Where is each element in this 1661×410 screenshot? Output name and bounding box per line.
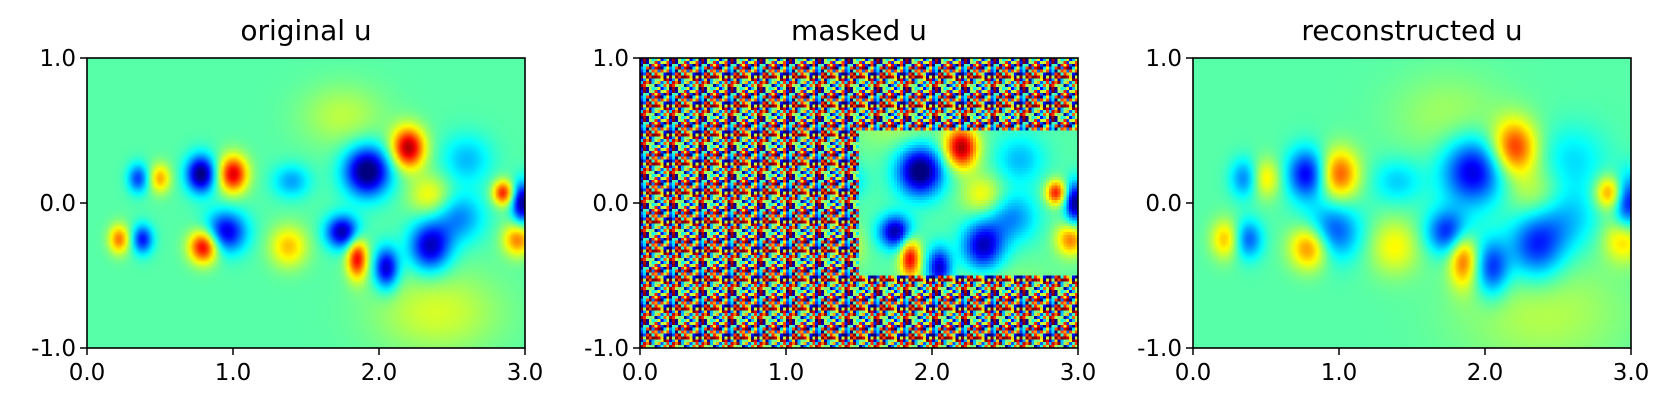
panel-original-u: original u0.0 1.0 2.0 3.01.00.0-1.0 xyxy=(31,14,543,386)
x-tick-label: 0.0 xyxy=(1175,360,1212,386)
chart-title: masked u xyxy=(791,14,927,47)
x-tick-label: 1.0 xyxy=(1321,360,1358,386)
y-tick-label: 1.0 xyxy=(39,46,76,72)
x-tick-label: 0.0 xyxy=(622,360,659,386)
x-tick-label: 3.0 xyxy=(1613,360,1650,386)
x-tick-label: 3.0 xyxy=(1060,360,1097,386)
y-tick-label: 0.0 xyxy=(592,191,629,217)
x-tick-label: 0.0 xyxy=(69,360,106,386)
panel-masked-u: masked u0.0 1.0 2.0 3.01.00.0-1.0 xyxy=(584,14,1096,386)
y-tick-label: 0.0 xyxy=(1145,191,1182,217)
heatmap-image xyxy=(87,58,525,348)
y-tick-label: -1.0 xyxy=(31,336,76,362)
y-tick-label: 1.0 xyxy=(1145,46,1182,72)
x-tick-label: 2.0 xyxy=(914,360,951,386)
heatmap-image xyxy=(1193,58,1631,348)
x-tick-label: 1.0 xyxy=(768,360,805,386)
x-tick-label: 2.0 xyxy=(1467,360,1504,386)
x-tick-label: 3.0 xyxy=(507,360,544,386)
panel-reconstructed-u: reconstructed u0.0 1.0 2.0 3.01.00.0-1.0 xyxy=(1137,14,1649,386)
heatmap-image xyxy=(640,58,1078,348)
x-tick-label: 1.0 xyxy=(215,360,252,386)
chart-title: original u xyxy=(240,14,371,47)
y-tick-label: -1.0 xyxy=(584,336,629,362)
y-tick-label: 0.0 xyxy=(39,191,76,217)
x-tick-label: 2.0 xyxy=(361,360,398,386)
y-tick-label: -1.0 xyxy=(1137,336,1182,362)
y-tick-label: 1.0 xyxy=(592,46,629,72)
chart-title: reconstructed u xyxy=(1301,14,1522,47)
